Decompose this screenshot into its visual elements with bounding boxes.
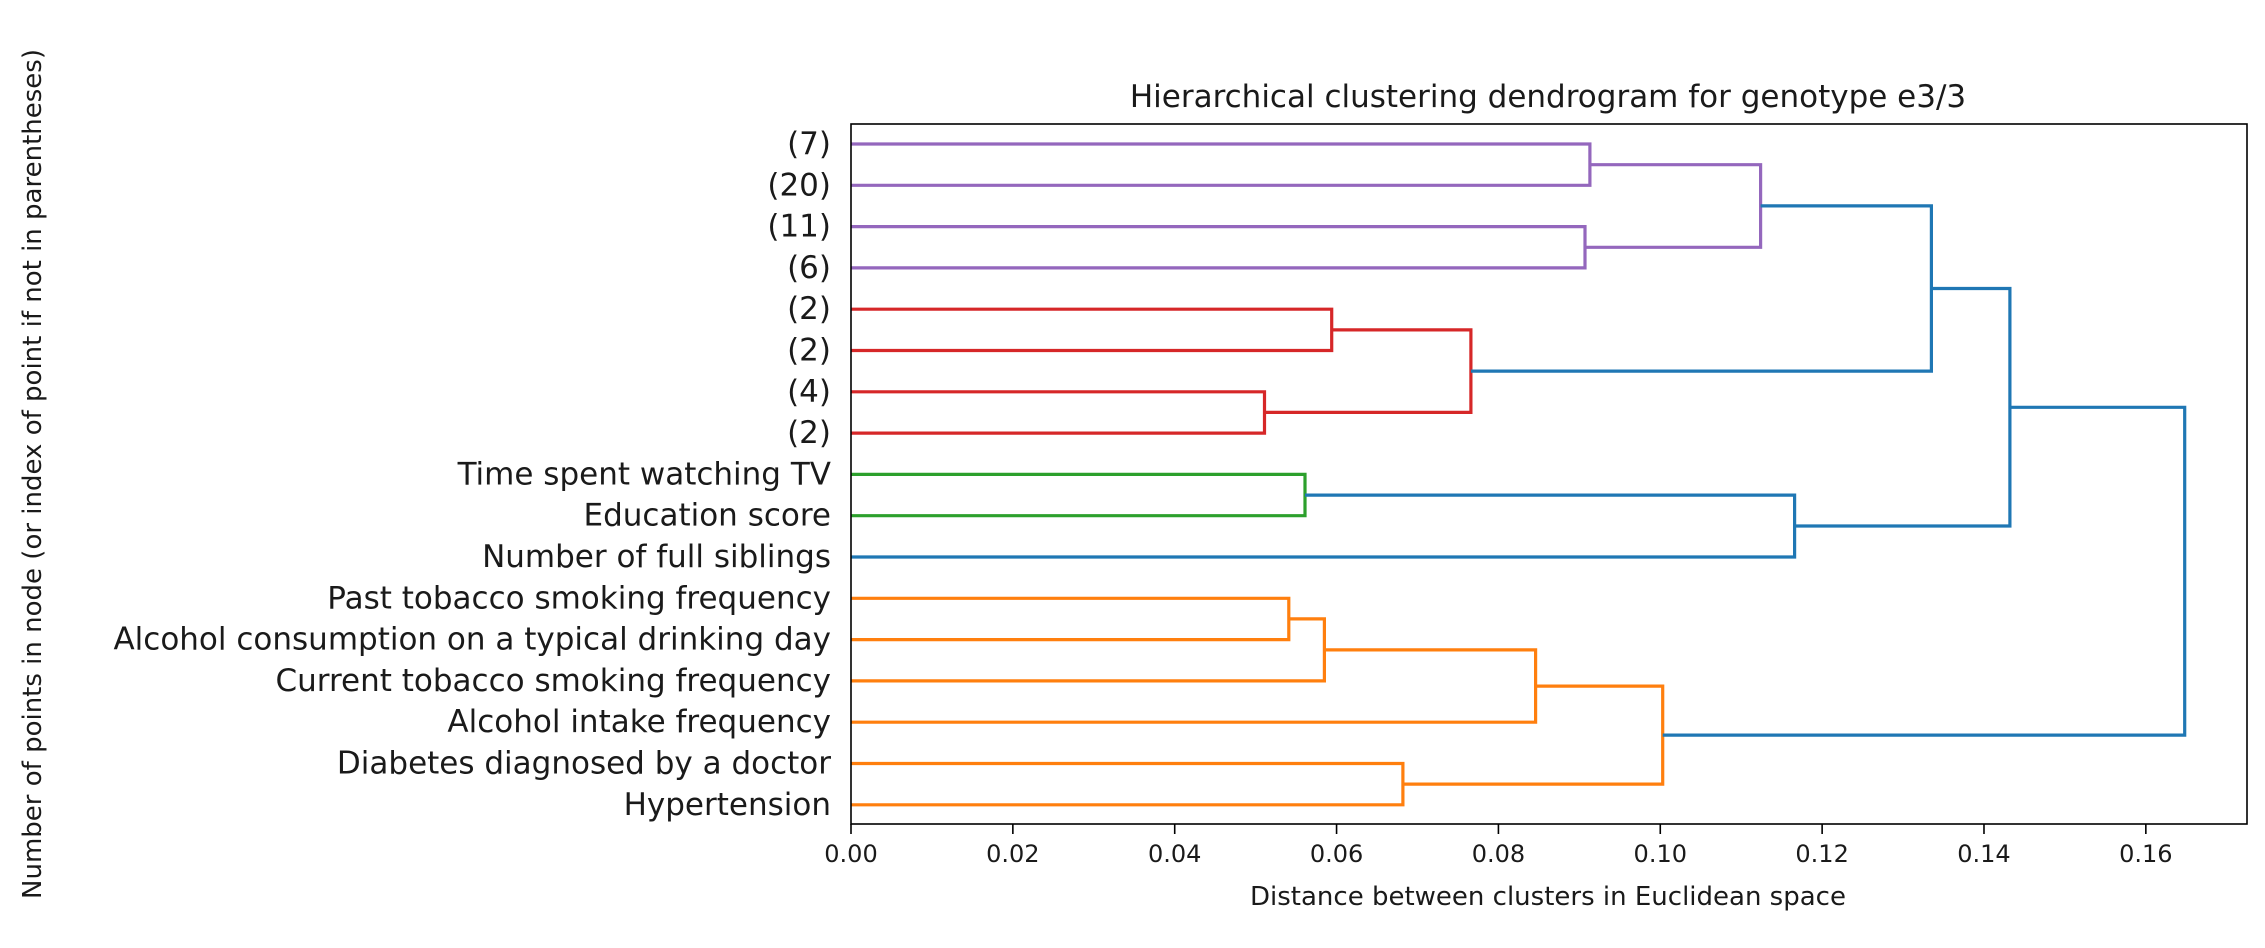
- x-tick-label: 0.12: [1795, 840, 1848, 868]
- leaf-label: (7): [787, 126, 831, 162]
- x-tick-label: 0.08: [1472, 840, 1525, 868]
- leaf-label: (20): [767, 167, 831, 203]
- leaf-label: Diabetes diagnosed by a doctor: [337, 746, 831, 782]
- chart-title: Hierarchical clustering dendrogram for g…: [1130, 79, 1966, 115]
- dendrogram-link: [851, 596, 1291, 642]
- dendrogram-link: [851, 761, 1405, 807]
- dendrogram-link: [1794, 286, 2012, 528]
- dendrogram-link: [1662, 405, 2187, 737]
- dendrogram-link: [851, 493, 1797, 559]
- leaf-label: Alcohol intake frequency: [447, 704, 831, 740]
- x-tick-label: 0.02: [986, 840, 1039, 868]
- leaf-label: (6): [787, 250, 831, 286]
- x-tick-label: 0.10: [1634, 840, 1687, 868]
- x-tick-label: 0.06: [1310, 840, 1363, 868]
- dendrogram-link: [851, 307, 1334, 353]
- dendrogram-link: [851, 617, 1327, 683]
- leaf-label: Hypertension: [624, 787, 831, 823]
- dendrogram-link: [851, 390, 1267, 435]
- leaf-labels: (7) (20) (11) (6) (2) (2) (4) (2) Time spent wat…: [113, 126, 831, 823]
- dendrogram-link: [851, 648, 1538, 724]
- leaf-label: (2): [787, 333, 831, 369]
- x-tick-label: 0.14: [1957, 840, 2010, 868]
- y-axis-label: Number of points in node (or index of po…: [18, 49, 48, 899]
- leaf-label: (11): [767, 209, 831, 245]
- leaf-label: (2): [787, 415, 831, 451]
- dendrogram-link: [1264, 328, 1473, 414]
- leaf-label: (2): [787, 291, 831, 327]
- leaf-label: Past tobacco smoking frequency: [327, 580, 831, 616]
- dendrogram-link: [1402, 684, 1665, 786]
- leaf-label: Alcohol consumption on a typical drinkin…: [113, 622, 831, 658]
- x-axis-label: Distance between clusters in Euclidean s…: [1250, 882, 1846, 912]
- leaf-label: Education score: [584, 498, 832, 534]
- dendrogram-link: [1585, 163, 1763, 249]
- x-tick-label: 0.00: [824, 840, 877, 868]
- dendrogram-links: [851, 142, 2187, 807]
- dendrogram-link: [851, 472, 1307, 518]
- x-axis-ticks: 0.00 0.02 0.04 0.06 0.08 0.10 0.12 0.14 0.16: [824, 824, 2173, 868]
- dendrogram-link: [1470, 204, 1934, 373]
- plot-frame: [850, 123, 2248, 825]
- x-tick-label: 0.04: [1148, 840, 1201, 868]
- leaf-label: Current tobacco smoking frequency: [275, 663, 831, 699]
- x-tick-label: 0.16: [2119, 840, 2172, 868]
- leaf-label: Time spent watching TV: [457, 456, 831, 492]
- dendrogram-link: [851, 225, 1587, 270]
- leaf-label: (4): [787, 374, 831, 410]
- dendrogram-link: [851, 142, 1592, 187]
- leaf-label: Number of full siblings: [482, 539, 831, 575]
